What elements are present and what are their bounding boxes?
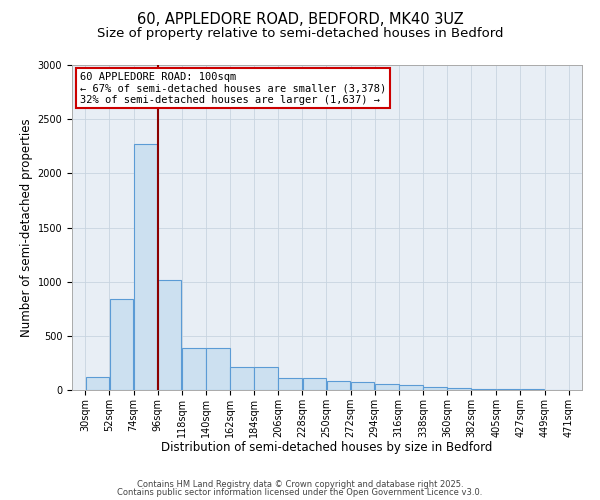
Text: Contains HM Land Registry data © Crown copyright and database right 2025.: Contains HM Land Registry data © Crown c…	[137, 480, 463, 489]
Text: 60 APPLEDORE ROAD: 100sqm
← 67% of semi-detached houses are smaller (3,378)
32% : 60 APPLEDORE ROAD: 100sqm ← 67% of semi-…	[80, 72, 386, 104]
Bar	[254, 366, 278, 390]
Y-axis label: Number of semi-detached properties: Number of semi-detached properties	[20, 118, 34, 337]
Bar	[375, 384, 398, 390]
Bar	[182, 348, 206, 390]
Bar	[302, 378, 326, 390]
Text: Contains public sector information licensed under the Open Government Licence v3: Contains public sector information licen…	[118, 488, 482, 497]
Bar	[278, 378, 302, 390]
Bar	[206, 348, 230, 390]
Bar	[423, 387, 447, 390]
Bar	[326, 382, 350, 390]
Bar	[230, 366, 254, 390]
Bar	[110, 299, 133, 390]
Bar	[86, 377, 109, 390]
Bar	[134, 144, 157, 390]
X-axis label: Distribution of semi-detached houses by size in Bedford: Distribution of semi-detached houses by …	[161, 442, 493, 454]
Bar	[472, 389, 496, 390]
Bar	[447, 388, 471, 390]
Text: Size of property relative to semi-detached houses in Bedford: Size of property relative to semi-detach…	[97, 28, 503, 40]
Bar	[351, 382, 374, 390]
Bar	[399, 384, 422, 390]
Text: 60, APPLEDORE ROAD, BEDFORD, MK40 3UZ: 60, APPLEDORE ROAD, BEDFORD, MK40 3UZ	[137, 12, 463, 28]
Bar	[158, 280, 181, 390]
